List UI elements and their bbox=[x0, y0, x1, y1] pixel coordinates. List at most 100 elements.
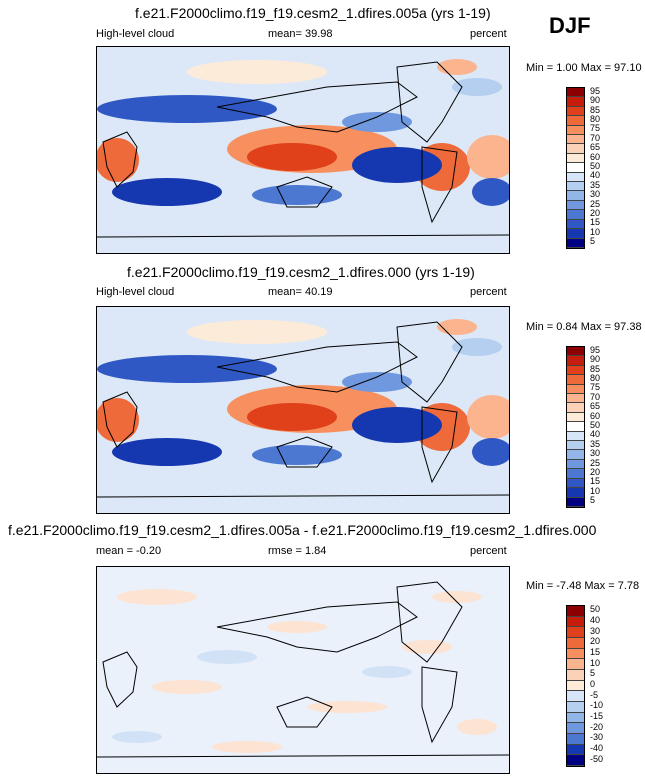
colorbar-tick-label: 5 bbox=[590, 236, 596, 247]
colorbar-tick-label: 0 bbox=[590, 679, 596, 689]
colorbar-swatch bbox=[567, 97, 584, 107]
colorbar-tick-label: 15 bbox=[590, 647, 601, 657]
colorbar-tick-label: 35 bbox=[590, 438, 601, 449]
colorbar-swatch bbox=[567, 723, 584, 734]
colorbar-swatch bbox=[567, 488, 584, 498]
colorbar-swatch bbox=[567, 356, 584, 366]
colorbar-swatch bbox=[567, 691, 584, 702]
colorbar-swatch bbox=[567, 755, 584, 766]
colorbar-swatch bbox=[567, 384, 584, 395]
colorbar-tick-label: 25 bbox=[590, 457, 601, 468]
colorbar-swatch bbox=[567, 116, 584, 126]
colorbar-tick-label: 20 bbox=[590, 208, 601, 219]
panel1-mean: mean= 39.98 bbox=[268, 28, 333, 40]
colorbar-tick-label: 30 bbox=[590, 625, 601, 636]
colorbar-tick-label: 60 bbox=[590, 410, 601, 421]
colorbar-swatch bbox=[567, 163, 584, 173]
panel3-title: f.e21.F2000climo.f19_f19.cesm2_1.dfires.… bbox=[8, 522, 597, 538]
colorbar-tick-label: 60 bbox=[590, 151, 601, 162]
colorbar-swatch bbox=[567, 88, 584, 98]
colorbar-swatch bbox=[567, 238, 584, 248]
colorbar-tick-label: 90 bbox=[590, 95, 601, 106]
colorbar-swatch bbox=[567, 182, 584, 192]
colorbar-swatch bbox=[567, 403, 584, 413]
colorbar-swatch bbox=[567, 478, 584, 489]
colorbar-tick-label: 80 bbox=[590, 113, 601, 124]
panel3-colorbar bbox=[566, 605, 585, 767]
colorbar-tick-label: 50 bbox=[590, 604, 601, 615]
panel1-minmax: Min = 1.00 Max = 97.10 bbox=[526, 62, 642, 74]
panel1-map bbox=[96, 46, 510, 254]
colorbar-tick-label: 5 bbox=[590, 668, 596, 679]
colorbar-swatch bbox=[567, 191, 584, 201]
colorbar-swatch bbox=[567, 469, 584, 479]
colorbar-swatch bbox=[567, 606, 584, 617]
colorbar-tick-label: 95 bbox=[590, 85, 601, 96]
panel2-minmax: Min = 0.84 Max = 97.38 bbox=[526, 321, 642, 333]
colorbar-tick-label: 20 bbox=[590, 636, 601, 647]
panel2-title: f.e21.F2000climo.f19_f19.cesm2_1.dfires.… bbox=[127, 264, 475, 280]
panel3-minmax: Min = -7.48 Max = 7.78 bbox=[526, 580, 640, 592]
colorbar-swatch bbox=[567, 365, 584, 376]
colorbar-tick-label: -20 bbox=[590, 721, 604, 732]
colorbar-swatch bbox=[567, 219, 584, 230]
colorbar-tick-label: 5 bbox=[590, 495, 596, 506]
colorbar-swatch bbox=[567, 637, 584, 649]
colorbar-swatch bbox=[567, 712, 584, 724]
colorbar-tick-label: 10 bbox=[590, 226, 601, 237]
colorbar-tick-label: 35 bbox=[590, 179, 601, 190]
panel2-mean: mean= 40.19 bbox=[268, 286, 333, 298]
colorbar-swatch bbox=[567, 733, 584, 745]
colorbar-tick-label: 65 bbox=[590, 401, 601, 412]
colorbar-swatch bbox=[567, 144, 584, 154]
colorbar-swatch bbox=[567, 347, 584, 357]
colorbar-swatch bbox=[567, 701, 584, 713]
colorbar-tick-label: 50 bbox=[590, 420, 601, 430]
colorbar-swatch bbox=[567, 450, 584, 460]
colorbar-tick-label: 95 bbox=[590, 344, 601, 355]
colorbar-swatch bbox=[567, 153, 584, 164]
colorbar-tick-label: 65 bbox=[590, 142, 601, 153]
colorbar-tick-label: 40 bbox=[590, 170, 601, 181]
panel2-variable: High-level cloud bbox=[96, 286, 175, 298]
colorbar-swatch bbox=[567, 422, 584, 432]
colorbar-swatch bbox=[567, 616, 584, 628]
colorbar-tick-label: 75 bbox=[590, 123, 601, 134]
colorbar-swatch bbox=[567, 106, 584, 117]
panel3-units: percent bbox=[470, 545, 507, 557]
colorbar-swatch bbox=[567, 497, 584, 507]
colorbar-swatch bbox=[567, 412, 584, 423]
colorbar-swatch bbox=[567, 135, 584, 145]
colorbar-swatch bbox=[567, 125, 584, 136]
colorbar-tick-label: 90 bbox=[590, 354, 601, 365]
colorbar-tick-label: 40 bbox=[590, 429, 601, 440]
colorbar-swatch bbox=[567, 648, 584, 660]
panel1-colorbar bbox=[566, 87, 585, 249]
colorbar-tick-label: 15 bbox=[590, 476, 601, 487]
colorbar-tick-label: 30 bbox=[590, 189, 601, 200]
colorbar-tick-label: 10 bbox=[590, 485, 601, 496]
colorbar-tick-label: -15 bbox=[590, 711, 604, 721]
panel1-title: f.e21.F2000climo.f19_f19.cesm2_1.dfires.… bbox=[135, 5, 491, 21]
panel2-units: percent bbox=[470, 286, 507, 298]
colorbar-swatch bbox=[567, 394, 584, 404]
colorbar-swatch bbox=[567, 375, 584, 385]
colorbar-tick-label: 85 bbox=[590, 363, 601, 374]
colorbar-tick-label: -5 bbox=[590, 689, 599, 700]
colorbar-tick-label: 15 bbox=[590, 217, 601, 228]
panel2-colorbar bbox=[566, 346, 585, 508]
colorbar-swatch bbox=[567, 744, 584, 756]
colorbar-tick-label: 20 bbox=[590, 467, 601, 478]
panel3-rmse: rmse = 1.84 bbox=[268, 545, 327, 557]
colorbar-tick-label: -40 bbox=[590, 743, 604, 753]
colorbar-tick-label: 85 bbox=[590, 104, 601, 115]
colorbar-tick-label: 70 bbox=[590, 132, 601, 143]
season-label: DJF bbox=[549, 13, 591, 38]
colorbar-tick-label: 25 bbox=[590, 198, 601, 209]
colorbar-swatch bbox=[567, 200, 584, 211]
colorbar-tick-label: 10 bbox=[590, 657, 601, 668]
panel3-mean: mean = -0.20 bbox=[96, 545, 162, 557]
colorbar-tick-label: -30 bbox=[590, 732, 604, 743]
colorbar-tick-label: 75 bbox=[590, 382, 601, 393]
colorbar-swatch bbox=[567, 680, 584, 692]
